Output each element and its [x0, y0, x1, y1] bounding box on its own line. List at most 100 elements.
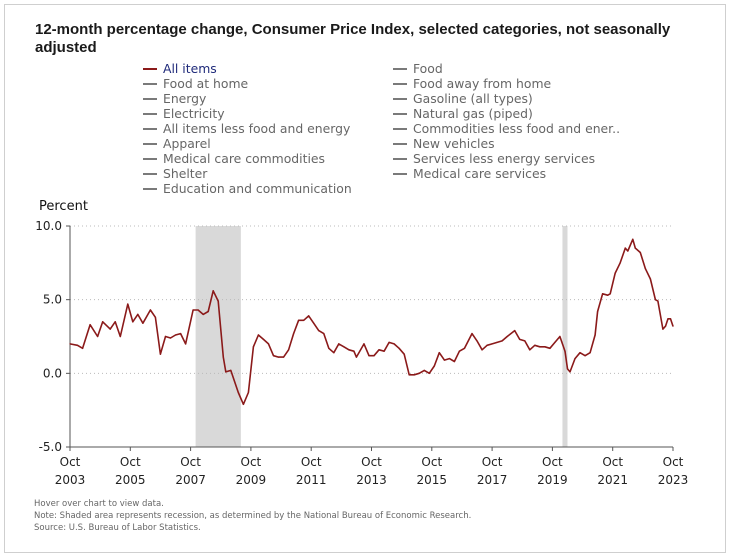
- data-point: [355, 356, 358, 358]
- data-point: [458, 350, 461, 352]
- data-point: [481, 349, 483, 351]
- x-tick-label-year: 2005: [115, 473, 146, 487]
- legend-label: Education and communication: [163, 181, 352, 196]
- legend-swatch: [393, 172, 407, 175]
- legend-swatch: [393, 97, 407, 100]
- data-point: [76, 344, 79, 346]
- legend-item-services-less-energy-services[interactable]: Services less energy services: [393, 151, 595, 166]
- data-point: [169, 337, 172, 339]
- data-point: [69, 343, 71, 345]
- legend-item-shelter[interactable]: Shelter: [143, 166, 207, 181]
- legend-label: Apparel: [163, 136, 211, 151]
- x-tick-label-month: Oct: [301, 455, 322, 469]
- hover-note: Hover over chart to view data.: [34, 499, 164, 509]
- legend-label: Food at home: [163, 76, 249, 91]
- data-point: [639, 251, 641, 254]
- data-point: [102, 321, 104, 323]
- data-point: [574, 358, 576, 360]
- legend-item-all-items[interactable]: All items: [143, 61, 217, 76]
- data-point: [408, 374, 410, 376]
- legend-swatch: [143, 82, 157, 85]
- legend-item-energy[interactable]: Energy: [143, 91, 206, 106]
- data-point: [443, 359, 445, 361]
- x-tick-label-month: Oct: [542, 455, 563, 469]
- data-point: [657, 300, 659, 302]
- data-point: [554, 341, 556, 343]
- data-point: [634, 247, 636, 249]
- data-point: [594, 334, 596, 336]
- legend-swatch: [143, 67, 157, 70]
- legend-label: Gasoline (all types): [413, 91, 533, 106]
- legend-label: New vehicles: [413, 136, 495, 151]
- data-point: [262, 338, 265, 341]
- data-point: [308, 315, 310, 317]
- data-point: [662, 328, 664, 330]
- legend-label: All items: [163, 61, 217, 76]
- data-point: [81, 347, 84, 349]
- data-point: [627, 250, 629, 252]
- data-point: [672, 325, 674, 327]
- data-point: [602, 293, 604, 295]
- legend-item-electricity[interactable]: Electricity: [143, 106, 225, 121]
- x-tick-label-month: Oct: [361, 455, 382, 469]
- legend-label: Shelter: [163, 166, 208, 181]
- data-point: [242, 403, 244, 405]
- data-point: [534, 344, 536, 346]
- data-point: [423, 369, 425, 371]
- legend-swatch: [143, 172, 157, 175]
- legend-item-education-and-communication[interactable]: Education and communication: [143, 181, 352, 196]
- data-point: [293, 332, 295, 335]
- data-point: [438, 352, 440, 354]
- legend-item-food-at-home[interactable]: Food at home: [143, 76, 248, 91]
- data-point: [323, 332, 325, 335]
- legend-label: Commodities less food and ener..: [413, 121, 621, 136]
- data-point: [569, 371, 571, 373]
- legend-item-all-items-less-food-and-energy[interactable]: All items less food and energy: [143, 121, 350, 136]
- series-line-all-items: [69, 238, 674, 406]
- data-point: [398, 347, 400, 349]
- data-point: [579, 352, 581, 354]
- x-tick-label-year: 2023: [658, 473, 689, 487]
- legend-item-gasoline-all-types[interactable]: Gasoline (all types): [393, 91, 533, 106]
- data-point: [197, 309, 199, 311]
- data-point: [496, 341, 498, 343]
- legend-item-new-vehicles[interactable]: New vehicles: [393, 136, 495, 151]
- data-point: [272, 355, 275, 357]
- x-tick-label-month: Oct: [60, 455, 81, 469]
- data-point: [257, 334, 260, 336]
- x-tick-label-year: 2021: [597, 473, 628, 487]
- data-point: [97, 335, 99, 338]
- data-point: [607, 294, 609, 296]
- data-point: [644, 268, 646, 270]
- data-point: [164, 335, 167, 338]
- legend-item-food-away-from-home[interactable]: Food away from home: [393, 76, 551, 91]
- legend-item-medical-care-commodities[interactable]: Medical care commodities: [143, 151, 325, 166]
- data-point: [192, 309, 194, 311]
- legend-swatch: [143, 157, 157, 160]
- data-point: [267, 343, 270, 345]
- legend-label: Energy: [163, 91, 207, 106]
- data-point: [383, 350, 385, 352]
- legend-item-medical-care-services[interactable]: Medical care services: [393, 166, 546, 181]
- legend-swatch: [393, 157, 407, 160]
- legend-item-commodities-less-food-and-ener[interactable]: Commodities less food and ener..: [393, 121, 620, 136]
- x-tick-label-month: Oct: [482, 455, 503, 469]
- data-point: [418, 372, 420, 374]
- recession-band: [195, 226, 241, 447]
- legend-item-food[interactable]: Food: [393, 61, 443, 76]
- legend-swatch: [393, 67, 407, 70]
- x-tick-label-year: 2017: [477, 473, 508, 487]
- x-tick-label-year: 2003: [55, 473, 86, 487]
- legend-swatch: [393, 142, 407, 145]
- x-tick-label-year: 2011: [296, 473, 327, 487]
- data-point: [127, 303, 129, 305]
- data-point: [287, 349, 290, 351]
- data-point: [303, 319, 305, 321]
- legend-label: All items less food and energy: [163, 121, 351, 136]
- x-tick-label-month: Oct: [180, 455, 201, 469]
- legend-item-natural-gas-piped[interactable]: Natural gas (piped): [393, 106, 533, 121]
- legend-item-apparel[interactable]: Apparel: [143, 136, 211, 151]
- data-point: [343, 346, 345, 348]
- data-point: [137, 313, 139, 315]
